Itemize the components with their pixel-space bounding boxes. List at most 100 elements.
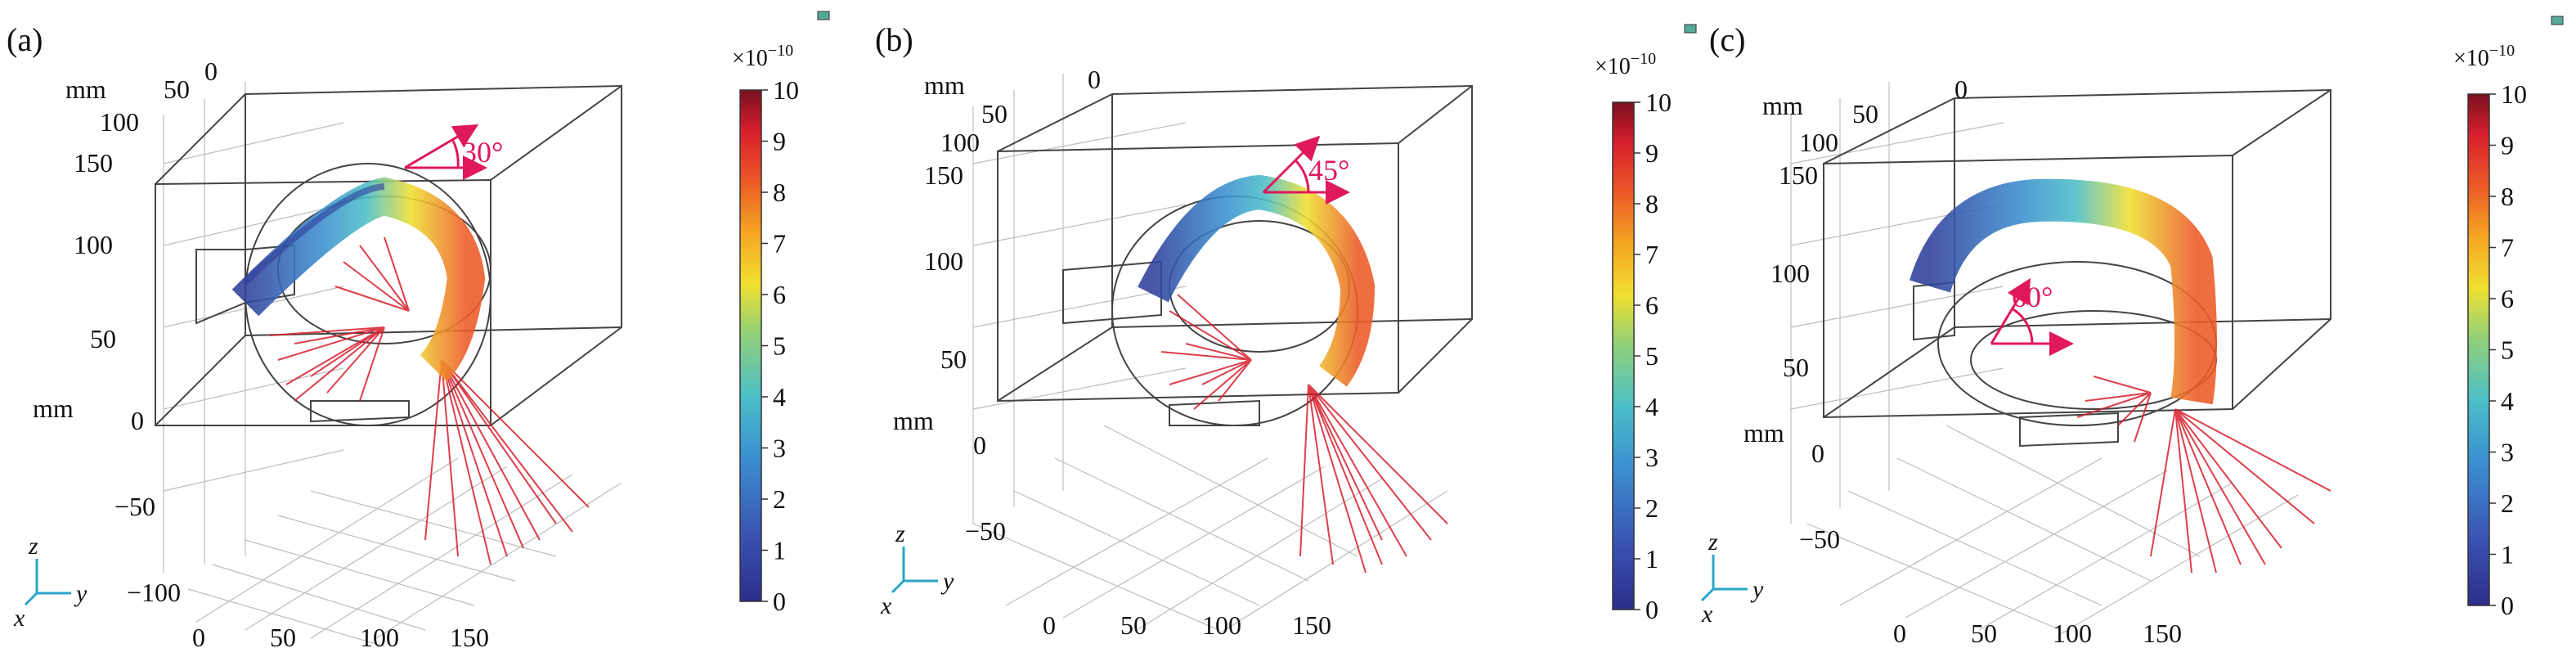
colorbar-tick-label: 6: [2501, 284, 2514, 313]
axis-unit-top: mm: [1762, 91, 1803, 120]
colorbar-icon: [817, 11, 830, 20]
colorbar-tick-label: 7: [2501, 233, 2514, 263]
colorbar-tick-label: 0: [1645, 595, 1658, 624]
panel-c: (c): [1700, 16, 2564, 648]
wireframe-box: [155, 84, 622, 426]
angle-label: 60°: [2012, 281, 2053, 313]
z-tick: 50: [1783, 353, 1809, 382]
axis-triad: z y x: [880, 520, 954, 619]
axis-unit-left: mm: [1744, 418, 1784, 448]
panel-label: (a): [7, 21, 43, 58]
triad-y: y: [1750, 576, 1764, 603]
panel-b: (b): [875, 21, 1697, 640]
triad-x: x: [13, 605, 25, 632]
axis-unit-left: mm: [893, 406, 934, 435]
z-tick: 0: [1811, 439, 1824, 468]
panel-label: (c): [1709, 21, 1745, 58]
beam-bundle: [1138, 174, 1376, 387]
colorbar-tick-label: 5: [2501, 335, 2514, 365]
depth-tick: 0: [204, 56, 218, 86]
z-tick: 100: [74, 230, 113, 259]
scattered-rays: [2076, 376, 2331, 574]
depth-tick: 50: [1852, 99, 1878, 128]
colorbar-tick-label: 6: [1645, 290, 1658, 320]
z-tick: 50: [90, 324, 116, 353]
z-tick: −100: [127, 578, 181, 607]
scattered-rays: [269, 236, 590, 565]
colorbar-tick-label: 9: [773, 127, 786, 156]
y-tick: 150: [1292, 610, 1331, 640]
colorbar-exponent-label: ×10−10: [2453, 42, 2515, 71]
depth-tick: 50: [164, 74, 190, 104]
y-tick: 0: [192, 623, 205, 652]
depth-tick: 150: [1779, 160, 1818, 190]
colorbar-tick-label: 4: [773, 382, 786, 412]
angle-annotation: 60°: [1990, 277, 2074, 356]
colorbar-tick-label: 9: [2501, 131, 2514, 160]
depth-tick: 100: [100, 107, 139, 137]
depth-tick: 100: [1799, 128, 1838, 157]
floor-grid: [972, 74, 1448, 635]
colorbar-tick-label: 5: [773, 331, 786, 361]
colorbar-exponent-label: ×10−10: [732, 42, 793, 71]
colorbar-icon: [2551, 16, 2564, 25]
colorbar-tick-label: 6: [773, 280, 786, 309]
depth-tick: 0: [1954, 74, 1968, 104]
colorbar-tick-label: 7: [773, 229, 786, 259]
depth-tick: 0: [1088, 65, 1101, 94]
triad-x: x: [880, 592, 892, 619]
colorbar-tick-label: 9: [1645, 138, 1658, 168]
colorbar-tick-label: 10: [1645, 88, 1672, 117]
colorbar-ramp: [739, 89, 762, 602]
axis-unit-left: mm: [33, 394, 74, 423]
colorbar-tick-label: 4: [2501, 386, 2514, 416]
y-tick: 100: [2053, 619, 2092, 648]
beam-bundle: [231, 177, 486, 382]
colorbar-tick-label: 1: [2501, 540, 2514, 569]
triad-x: x: [1701, 601, 1713, 628]
floor-grid: [1790, 82, 2299, 635]
colorbar-tick-label: 7: [1645, 240, 1658, 269]
colorbar-tick-label: 10: [2501, 79, 2527, 109]
axis-unit-top: mm: [65, 74, 106, 104]
z-tick: −50: [114, 492, 155, 521]
colorbar-tick-label: 4: [1645, 392, 1658, 421]
y-tick: 100: [360, 623, 399, 652]
depth-tick: 100: [940, 128, 980, 157]
colorbar-tick-label: 3: [773, 434, 786, 463]
depth-tick: 150: [74, 148, 113, 178]
triad-y: y: [940, 568, 954, 595]
colorbar-tick-label: 2: [1645, 493, 1658, 523]
panel-a: (a): [7, 11, 830, 652]
colorbar-ramp: [2467, 93, 2490, 606]
angle-annotation: 45°: [1262, 135, 1350, 205]
panel-label: (b): [875, 21, 913, 58]
y-tick: 50: [270, 623, 296, 652]
scattered-rays: [1160, 294, 1448, 574]
colorbar-tick-label: 0: [773, 587, 786, 616]
colorbar-tick-label: 8: [773, 178, 786, 207]
y-tick: 50: [1971, 619, 1997, 648]
colorbar-exponent-label: ×10−10: [1595, 50, 1656, 79]
colorbar-tick-label: 3: [1645, 443, 1658, 472]
colorbar-tick-label: 5: [1645, 341, 1658, 371]
colorbar-tick-label: 3: [2501, 438, 2514, 467]
colorbar-tick-label: 8: [1645, 189, 1658, 218]
z-tick: 0: [131, 406, 144, 435]
colorbar-tick-label: 1: [773, 536, 786, 565]
triad-z: z: [28, 533, 38, 560]
colorbar-tick-label: 8: [2501, 182, 2514, 211]
y-tick: 100: [1202, 610, 1241, 640]
colorbar-icon: [1684, 24, 1697, 34]
colorbar-tick-label: 1: [1645, 544, 1658, 574]
z-tick: −50: [1799, 524, 1840, 554]
y-tick: 0: [1893, 619, 1906, 648]
wireframe-box: [1823, 88, 2331, 448]
z-tick: −50: [965, 516, 1006, 546]
y-tick: 150: [2143, 619, 2182, 648]
